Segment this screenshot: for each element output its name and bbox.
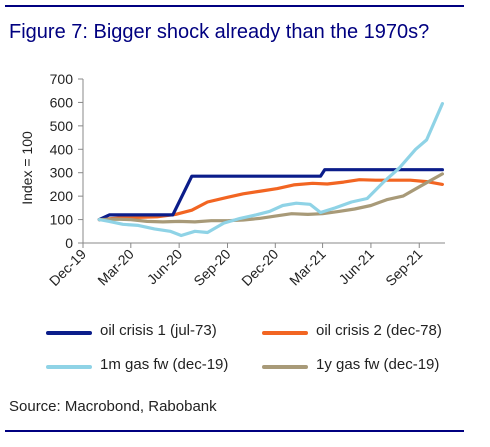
y-tick-label: 500 — [50, 118, 74, 134]
y-tick-label: 100 — [50, 212, 74, 228]
legend-swatch — [46, 365, 92, 369]
y-tick-label: 0 — [65, 235, 73, 251]
legend-swatch — [262, 331, 308, 335]
x-tick-label: Dec-20 — [238, 246, 281, 289]
y-tick-label: 300 — [50, 165, 74, 181]
legend-swatch — [262, 365, 308, 369]
bottom-rule — [5, 430, 464, 432]
legend-label: oil crisis 1 (jul-73) — [100, 322, 217, 339]
y-tick-label: 200 — [50, 188, 74, 204]
y-tick-label: 400 — [50, 141, 74, 157]
source-note: Source: Macrobond, Rabobank — [9, 398, 217, 415]
legend-label: oil crisis 2 (dec-78) — [316, 322, 442, 339]
chart-title: Figure 7: Bigger shock already than the … — [9, 21, 430, 43]
legend-label: 1m gas fw (dec-19) — [100, 356, 229, 373]
x-tick-label: Sep-20 — [190, 246, 233, 289]
legend-label: 1y gas fw (dec-19) — [316, 356, 440, 373]
x-tick-label: Jun-21 — [335, 246, 377, 288]
legend-swatch — [46, 331, 92, 335]
chart-series — [97, 101, 444, 238]
y-tick-label: 700 — [50, 71, 74, 87]
y-tick-label: 600 — [50, 94, 74, 110]
x-tick-label: Sep-21 — [382, 246, 425, 289]
top-rule — [5, 5, 464, 7]
x-tick-label: Dec-19 — [46, 246, 89, 289]
x-tick-label: Mar-21 — [286, 246, 329, 289]
series-line-3 — [97, 101, 444, 238]
series-line-4 — [97, 172, 444, 224]
x-tick-label: Mar-20 — [94, 246, 137, 289]
line-chart: 0 100 200 300 400 500 600 700 Dec-19 Mar-20 Jun-20… — [19, 71, 445, 289]
x-tick-label: Jun-20 — [144, 246, 186, 288]
y-axis-label: Index = 100 — [19, 131, 35, 205]
series-line-2 — [97, 178, 444, 222]
series-line-1 — [97, 168, 444, 222]
